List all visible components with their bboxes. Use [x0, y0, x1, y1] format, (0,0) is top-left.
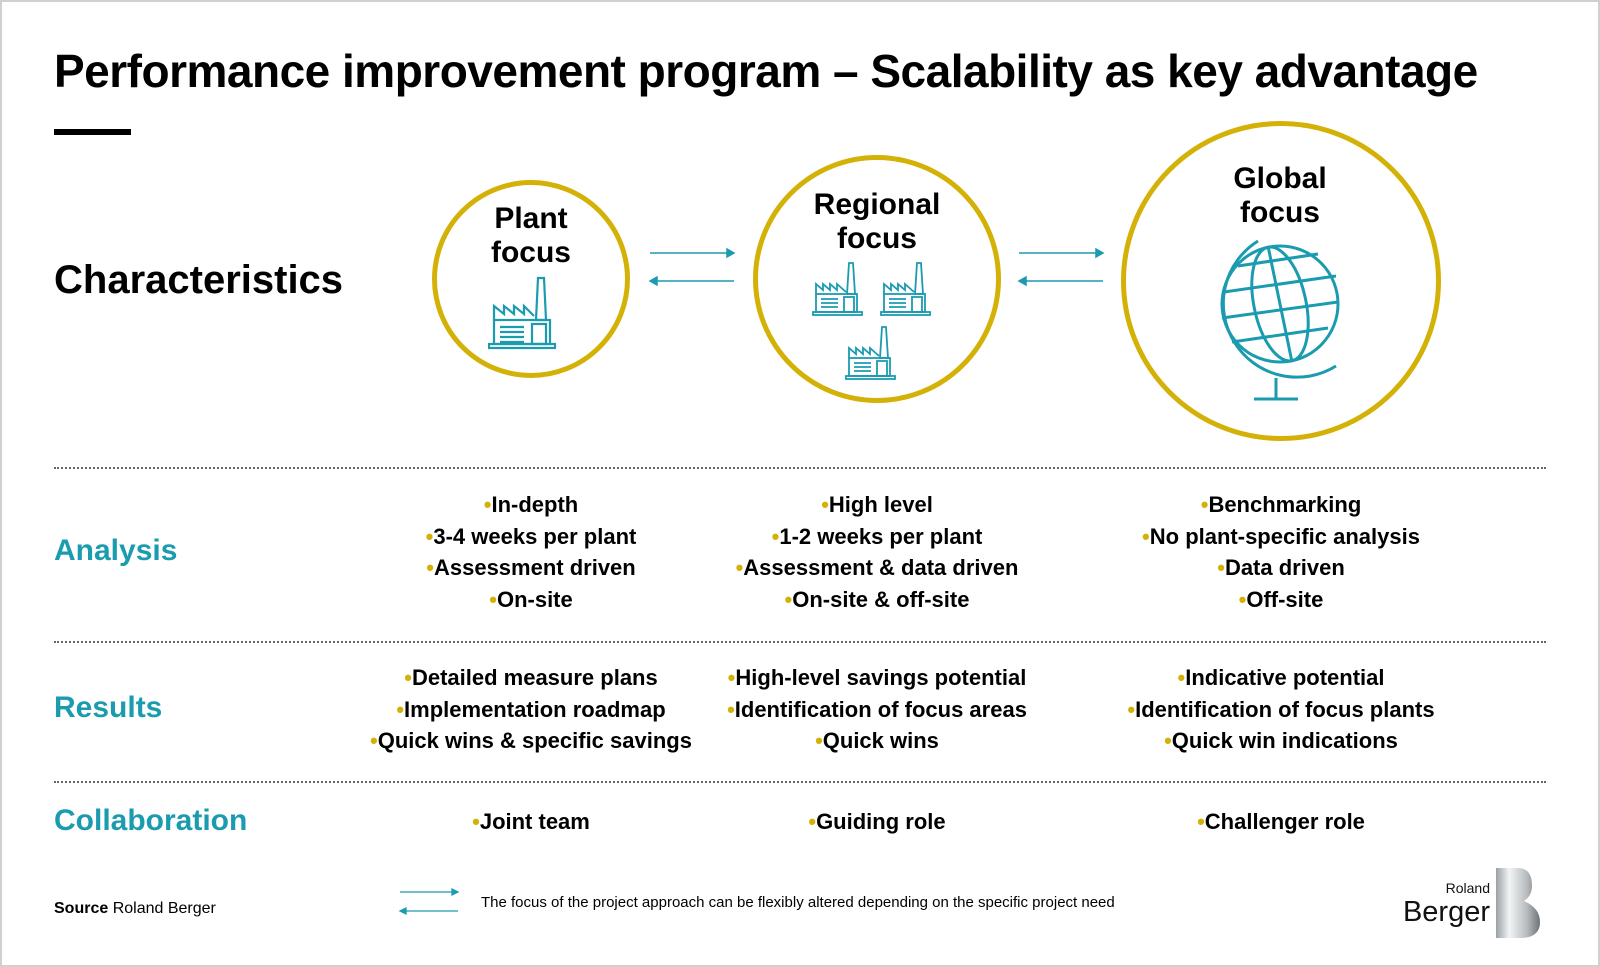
logo-b-mark: Roland Berger	[1403, 868, 1540, 938]
analysis-global-list: Benchmarking No plant-specific analysis …	[1071, 489, 1491, 616]
analysis-plant-list: In-depth 3-4 weeks per plant Assessment …	[321, 489, 741, 616]
list-item: On-site & off-site	[667, 584, 1087, 616]
list-item: Assessment & data driven	[667, 552, 1087, 584]
svg-text:Berger: Berger	[1403, 896, 1490, 928]
list-item: Identification of focus plants	[1071, 694, 1491, 726]
list-item: On-site	[321, 584, 741, 616]
title-line: focus	[1239, 196, 1320, 229]
list-item: In-depth	[321, 489, 741, 521]
collaboration-regional-list: Guiding role	[667, 806, 1087, 838]
list-item: Identification of focus areas	[667, 694, 1087, 726]
source-value: Roland Berger	[112, 900, 216, 917]
row-divider	[54, 781, 1546, 783]
list-item: Off-site	[1071, 584, 1491, 616]
plant-focus-circle	[432, 180, 630, 378]
bidirectional-arrows-icon	[648, 247, 736, 287]
source-label: Source	[54, 900, 109, 917]
row-divider	[54, 467, 1546, 469]
analysis-label: Analysis	[54, 534, 178, 567]
list-item: Quick wins & specific savings	[321, 725, 741, 757]
list-item: Implementation roadmap	[321, 694, 741, 726]
list-item: Challenger role	[1071, 806, 1491, 838]
collaboration-label: Collaboration	[54, 804, 248, 837]
characteristics-label: Characteristics	[54, 258, 344, 302]
roland-berger-logo: Roland Berger	[1390, 866, 1546, 940]
list-item: High-level savings potential	[667, 662, 1087, 694]
source-note: Source Roland Berger	[54, 900, 216, 918]
globe-icon	[1220, 239, 1340, 401]
global-focus-circle	[1121, 121, 1441, 441]
list-item: Guiding role	[667, 806, 1087, 838]
title-line: Global	[1233, 162, 1327, 195]
title-line: focus	[490, 236, 571, 269]
title-underline	[54, 129, 131, 135]
results-plant-list: Detailed measure plans Implementation ro…	[321, 662, 741, 757]
title-line: Regional	[813, 188, 941, 221]
regional-focus-title: Regional focus	[757, 188, 997, 256]
results-regional-list: High-level savings potential Identificat…	[667, 662, 1087, 757]
analysis-regional-list: High level 1-2 weeks per plant Assessmen…	[667, 489, 1087, 616]
list-item: 3-4 weeks per plant	[321, 521, 741, 553]
regional-focus-circle	[753, 155, 1001, 403]
title-line: focus	[836, 222, 917, 255]
list-item: Joint team	[321, 806, 741, 838]
list-item: High level	[667, 489, 1087, 521]
plant-focus-title: Plant focus	[411, 202, 651, 270]
legend-note: The focus of the project approach can be…	[481, 894, 1115, 911]
three-factories-icon	[812, 262, 931, 380]
list-item: Quick win indications	[1071, 725, 1491, 757]
list-item: Quick wins	[667, 725, 1087, 757]
list-item: Assessment driven	[321, 552, 741, 584]
factory-icon	[488, 276, 557, 350]
list-item: Indicative potential	[1071, 662, 1491, 694]
list-item: 1-2 weeks per plant	[667, 521, 1087, 553]
list-item: Benchmarking	[1071, 489, 1491, 521]
list-item: Data driven	[1071, 552, 1491, 584]
row-divider	[54, 641, 1546, 643]
legend-arrows-icon	[398, 887, 460, 916]
title-line: Plant	[494, 202, 568, 235]
page-title: Performance improvement program – Scalab…	[54, 45, 1478, 97]
collaboration-global-list: Challenger role	[1071, 806, 1491, 838]
results-label: Results	[54, 691, 163, 724]
global-focus-title: Global focus	[1160, 162, 1400, 230]
list-item: Detailed measure plans	[321, 662, 741, 694]
results-global-list: Indicative potential Identification of f…	[1071, 662, 1491, 757]
list-item: No plant-specific analysis	[1071, 521, 1491, 553]
svg-text:Roland: Roland	[1446, 880, 1490, 896]
bidirectional-arrows-icon	[1017, 247, 1105, 287]
collaboration-plant-list: Joint team	[321, 806, 741, 838]
